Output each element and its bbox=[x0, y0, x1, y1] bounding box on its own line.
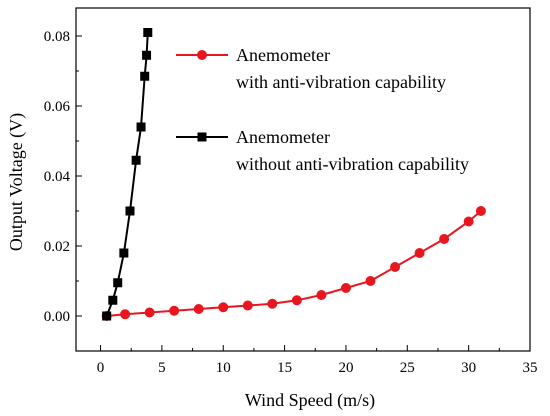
data-point bbox=[131, 155, 141, 165]
x-axis: 0 5 10 15 20 25 30 35 bbox=[97, 345, 538, 376]
y-tick-label: 0.00 bbox=[44, 309, 70, 325]
data-point bbox=[120, 309, 131, 320]
data-point bbox=[439, 234, 450, 244]
x-tick-label: 20 bbox=[338, 360, 353, 376]
data-point bbox=[414, 248, 425, 258]
data-point bbox=[144, 307, 155, 318]
data-point bbox=[108, 295, 118, 305]
data-point bbox=[340, 283, 351, 293]
x-tick-label: 5 bbox=[158, 360, 166, 376]
x-tick-label: 0 bbox=[97, 360, 105, 376]
legend-item-2: Anemometer without anti-vibration capabil… bbox=[176, 127, 469, 174]
y-axis: 0.00 0.02 0.04 0.06 0.08 bbox=[44, 29, 82, 325]
data-point bbox=[475, 206, 486, 216]
data-point bbox=[390, 262, 401, 272]
data-point bbox=[113, 278, 123, 288]
y-tick-label: 0.02 bbox=[44, 239, 70, 255]
data-point bbox=[242, 300, 253, 311]
data-point bbox=[365, 276, 376, 286]
data-point bbox=[140, 71, 150, 81]
data-point bbox=[193, 304, 204, 314]
data-point bbox=[143, 28, 153, 37]
legend-marker bbox=[197, 132, 207, 142]
y-tick-label: 0.04 bbox=[44, 169, 71, 185]
data-point bbox=[119, 248, 129, 258]
x-tick-label: 30 bbox=[461, 360, 476, 376]
series-1 bbox=[101, 206, 486, 321]
x-tick-label: 35 bbox=[523, 360, 538, 376]
legend-label: with anti-vibration capability bbox=[236, 72, 446, 92]
data-point bbox=[102, 311, 112, 321]
legend-label: Anemometer bbox=[236, 45, 330, 65]
x-tick-label: 10 bbox=[216, 360, 231, 376]
y-tick-label: 0.06 bbox=[44, 99, 71, 115]
x-tick-label: 25 bbox=[400, 360, 415, 376]
data-point bbox=[267, 298, 278, 309]
plot-frame bbox=[75, 7, 531, 352]
data-point bbox=[125, 206, 135, 216]
data-point bbox=[136, 122, 146, 132]
data-point bbox=[218, 302, 229, 313]
legend-item-1: Anemometer with anti-vibration capability bbox=[176, 45, 446, 92]
legend-marker bbox=[197, 50, 207, 60]
series-2 bbox=[102, 28, 153, 321]
y-tick-label: 0.08 bbox=[44, 29, 70, 45]
y-axis-title: Output Voltage (V) bbox=[6, 113, 27, 251]
series-line bbox=[105, 32, 149, 317]
legend-label: without anti-vibration capability bbox=[236, 154, 469, 174]
data-point bbox=[142, 50, 152, 60]
legend-label: Anemometer bbox=[236, 127, 330, 147]
plot-border bbox=[75, 7, 531, 352]
data-point bbox=[316, 290, 327, 300]
x-tick-label: 15 bbox=[277, 360, 292, 376]
series-layer bbox=[101, 28, 486, 321]
data-point bbox=[291, 295, 302, 306]
data-point bbox=[169, 305, 180, 316]
x-axis-title: Wind Speed (m/s) bbox=[245, 390, 375, 411]
legend: Anemometer with anti-vibration capability… bbox=[176, 45, 469, 174]
data-point bbox=[463, 216, 474, 227]
